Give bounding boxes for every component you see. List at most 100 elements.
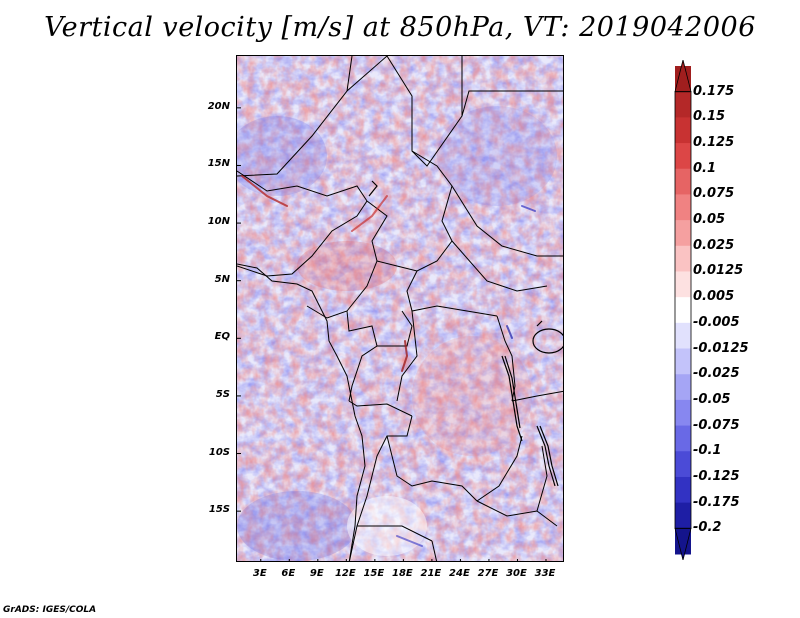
colorbar-level-label: -0.0125 [693, 340, 749, 356]
lat-tick-label: 10N [207, 216, 230, 228]
colorbar-segment [675, 168, 691, 195]
border-path [237, 170, 368, 202]
streak-sinking [396, 535, 423, 547]
country-borders [237, 56, 563, 561]
colorbar-segment [675, 425, 691, 452]
region-central-east [412, 336, 532, 456]
lon-tick-label: 18E [392, 568, 413, 579]
colorbar-level-label: 0.025 [693, 237, 735, 253]
lon-tick-label: 30E [506, 568, 527, 579]
lon-tick-label: 15E [363, 568, 385, 579]
streak-sinking [506, 325, 513, 339]
lake-victoria [532, 328, 563, 354]
border-path [346, 56, 388, 92]
region-sudan [437, 106, 557, 206]
colorbar-level-label: 0.075 [693, 186, 735, 202]
streak-sinking [521, 205, 536, 212]
colorbar-outline [674, 91, 692, 529]
colorbar-level-label: 0.175 [693, 83, 735, 99]
figure-title: Vertical velocity [m/s] at 850hPa, VT: 2… [44, 12, 756, 43]
colorbar-segment [675, 399, 691, 427]
colorbar-level-label: 0.15 [693, 109, 726, 125]
colorbar-segment [675, 297, 691, 324]
lon-tick-label: 9E [309, 568, 324, 579]
lake-malawi-inner [539, 425, 559, 487]
colorbar-level-label: -0.2 [693, 520, 722, 536]
colorbar-segment [675, 143, 691, 170]
colorbar-level-label: 0.0125 [693, 263, 744, 279]
lat-tick-label: 5S [215, 388, 230, 400]
streak-rising [351, 195, 388, 232]
lon-tick-label: 21E [420, 568, 442, 579]
border-path [511, 390, 563, 402]
colorbar-segment [675, 117, 691, 144]
border-path [461, 90, 563, 117]
colorbar-segment [675, 245, 691, 272]
lake-tanganyika-inner [504, 355, 521, 429]
colorbar-segment [675, 476, 691, 504]
colorbar-level-label: -0.005 [693, 314, 740, 330]
lake-tanganyika [501, 355, 523, 442]
border-path [536, 445, 548, 512]
grads-credit: GrADS: IGES/COLA [3, 605, 97, 615]
colorbar-level-label: -0.175 [693, 494, 740, 510]
field-regions [237, 106, 557, 561]
coastline-west [237, 263, 366, 561]
lat-tick-label: 15S [208, 504, 230, 516]
border-path [396, 310, 418, 402]
border-path [451, 240, 548, 292]
field-rising-texture [237, 56, 563, 561]
border-path [476, 435, 523, 502]
intense-streaks [241, 175, 536, 547]
border-path [386, 56, 463, 167]
colorbar-segment [675, 348, 691, 375]
region-sahel-west [237, 116, 327, 196]
map-plot-area [236, 55, 564, 562]
colorbar-segment [675, 271, 691, 298]
border-path [237, 56, 353, 177]
colorbar-level-label: 0.005 [693, 289, 735, 305]
colorbar [674, 60, 692, 560]
border-path [306, 200, 388, 319]
region-nigeria-band [297, 241, 397, 291]
colorbar-level-label: -0.05 [693, 391, 731, 407]
border-path [377, 310, 413, 347]
lon-tick-label: 12E [334, 568, 356, 579]
lat-tick-label: 5N [214, 273, 230, 285]
colorbar-level-label: -0.125 [693, 468, 740, 484]
lake-albert [536, 320, 543, 327]
colorbar-segment [675, 374, 691, 401]
colorbar-segment [675, 451, 691, 478]
colorbar-level-label: 0.1 [693, 160, 717, 176]
lon-tick-label: 3E [252, 568, 267, 579]
colorbar-segment [675, 194, 691, 221]
axis-ticks [237, 107, 547, 561]
border-path [476, 500, 558, 527]
colorbar-level-label: -0.025 [693, 366, 740, 382]
lat-tick-label: EQ [214, 331, 230, 343]
colorbar-level-label: 0.125 [693, 135, 735, 151]
lat-tick-label: 15N [207, 158, 230, 170]
lon-tick-label: 6E [281, 568, 296, 579]
lon-tick-label: 27E [477, 568, 499, 579]
lake-chad [368, 180, 378, 197]
border-path [357, 525, 433, 542]
colorbar-segment [675, 502, 691, 529]
border-path [406, 270, 498, 317]
lat-tick-label: 20N [207, 100, 230, 112]
velocity-field-map [237, 56, 563, 561]
border-path [237, 200, 368, 277]
lon-tick-label: 24E [449, 568, 470, 579]
border-path [431, 540, 438, 561]
coastline [237, 263, 366, 561]
colorbar-segment [675, 322, 691, 350]
border-path [386, 435, 478, 502]
colorbar-segment [675, 91, 691, 118]
colorbar-level-label: -0.1 [693, 443, 722, 459]
colorbar-level-label: 0.05 [693, 212, 726, 228]
streak-rising [241, 175, 288, 207]
colorbar-segment [675, 220, 691, 247]
streak-rising [401, 340, 409, 372]
lake-malawi [536, 425, 556, 487]
